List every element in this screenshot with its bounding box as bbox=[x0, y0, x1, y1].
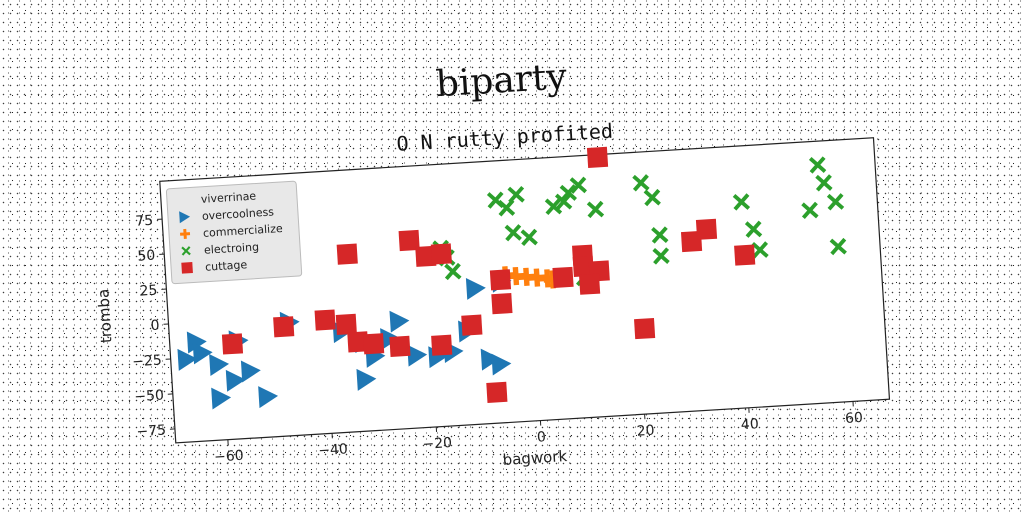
data-point-cuttage bbox=[552, 266, 574, 289]
plot-frame bbox=[159, 137, 891, 444]
x-tick-label: −40 bbox=[318, 441, 348, 459]
data-point-electroing bbox=[829, 237, 847, 256]
legend-marker-commercialize bbox=[180, 228, 191, 239]
data-point-electroing bbox=[559, 184, 577, 202]
data-point-overcoolness bbox=[209, 354, 230, 376]
data-point-overcoolness bbox=[225, 369, 246, 392]
series-electroing bbox=[432, 156, 847, 287]
x-tick-label: −60 bbox=[214, 448, 244, 466]
plot-area: −60 −40 −20 0 20 40 60 −75 −50 −25 0 25 50 75 bbox=[132, 137, 891, 466]
data-point-cuttage bbox=[572, 255, 594, 277]
data-point-electroing bbox=[808, 156, 827, 174]
data-point-electroing bbox=[732, 193, 751, 211]
data-point-cuttage bbox=[336, 243, 358, 265]
data-point-electroing bbox=[826, 193, 845, 211]
legend-marker-electroing bbox=[181, 246, 191, 256]
data-point-overcoolness bbox=[356, 368, 377, 391]
y-tick-label: −75 bbox=[136, 422, 166, 440]
legend-label-commercialize: commercialize bbox=[203, 222, 284, 240]
data-point-electroing bbox=[815, 174, 833, 192]
data-point-electroing bbox=[507, 186, 525, 204]
x-tick-label: 0 bbox=[537, 429, 547, 446]
data-point-electroing bbox=[520, 228, 538, 247]
data-point-electroing bbox=[497, 199, 516, 217]
x-axis: −60 −40 −20 0 20 40 60 bbox=[214, 401, 864, 466]
data-point-cuttage bbox=[347, 331, 369, 353]
chart-title: biparty bbox=[435, 56, 569, 105]
legend-label-electroing: electroing bbox=[204, 240, 260, 256]
data-point-electroing bbox=[651, 226, 669, 244]
data-point-overcoolness bbox=[258, 386, 279, 409]
data-point-cuttage bbox=[221, 333, 244, 355]
data-point-overcoolness bbox=[407, 344, 428, 367]
x-axis-label: bagwork bbox=[502, 447, 568, 469]
data-point-cuttage bbox=[431, 334, 453, 356]
data-point-overcoolness bbox=[491, 353, 512, 376]
x-tick-label: 60 bbox=[845, 410, 864, 427]
data-point-cuttage bbox=[363, 333, 385, 355]
legend-label-overcoolness: overcoolness bbox=[202, 205, 275, 222]
data-point-overcoolness bbox=[186, 331, 207, 354]
data-point-cuttage bbox=[461, 314, 483, 336]
data-point-cuttage bbox=[734, 244, 756, 266]
data-point-cuttage bbox=[398, 229, 420, 252]
data-point-electroing bbox=[586, 200, 605, 219]
data-point-overcoolness bbox=[177, 348, 198, 371]
data-point-overcoolness bbox=[480, 348, 501, 371]
data-point-electroing bbox=[652, 247, 670, 265]
legend: viverrinaeovercoolnesscommercializeelect… bbox=[165, 180, 303, 285]
data-point-electroing bbox=[643, 188, 661, 207]
data-point-overcoolness bbox=[465, 277, 486, 300]
legend-label-viverrinae: viverrinae bbox=[201, 190, 257, 206]
data-point-cuttage bbox=[586, 146, 609, 168]
x-tick-label: 20 bbox=[636, 423, 655, 440]
data-point-electroing bbox=[444, 262, 462, 281]
data-point-overcoolness bbox=[389, 310, 410, 333]
data-point-overcoolness bbox=[240, 360, 261, 383]
x-tick-label: −20 bbox=[422, 435, 452, 453]
y-tick-label: 50 bbox=[137, 248, 156, 265]
data-point-electroing bbox=[504, 224, 522, 242]
data-point-overcoolness bbox=[192, 342, 213, 365]
data-point-cuttage bbox=[695, 218, 718, 240]
y-tick-label: 0 bbox=[150, 318, 160, 335]
data-point-electroing bbox=[801, 201, 819, 220]
chart-subtitle: O N rutty profited bbox=[396, 119, 614, 156]
data-point-electroing bbox=[569, 176, 587, 194]
x-tick-label: 40 bbox=[740, 416, 759, 433]
data-point-cuttage bbox=[486, 381, 508, 403]
series-cuttage bbox=[221, 146, 756, 403]
data-point-cuttage bbox=[491, 293, 513, 315]
data-point-cuttage bbox=[273, 316, 295, 338]
data-point-cuttage bbox=[489, 269, 512, 291]
y-axis: −75 −50 −25 0 25 50 75 bbox=[132, 213, 175, 440]
data-point-electroing bbox=[632, 174, 650, 192]
data-point-cuttage bbox=[680, 230, 703, 253]
data-point-electroing bbox=[544, 197, 563, 216]
data-point-cuttage bbox=[415, 245, 437, 267]
y-tick-label: −50 bbox=[134, 387, 164, 405]
data-point-overcoolness bbox=[211, 387, 232, 410]
legend-marker-overcoolness bbox=[179, 211, 191, 224]
data-marks bbox=[177, 146, 847, 410]
y-tick-label: 25 bbox=[139, 283, 158, 300]
data-point-cuttage bbox=[430, 243, 452, 265]
y-axis-label: tromba bbox=[94, 288, 115, 343]
data-point-cuttage bbox=[335, 313, 357, 335]
data-point-electroing bbox=[744, 220, 763, 238]
data-point-cuttage bbox=[634, 317, 656, 340]
data-point-electroing bbox=[554, 192, 573, 211]
y-tick-label: 75 bbox=[135, 213, 154, 230]
y-tick-label: −25 bbox=[132, 353, 162, 371]
data-point-cuttage bbox=[389, 335, 411, 357]
data-point-electroing bbox=[751, 241, 769, 259]
data-point-cuttage bbox=[579, 273, 601, 295]
legend-marker-cuttage bbox=[181, 262, 193, 274]
legend-box bbox=[165, 180, 303, 285]
data-point-cuttage bbox=[314, 309, 336, 331]
legend-label-cuttage: cuttage bbox=[205, 258, 248, 274]
